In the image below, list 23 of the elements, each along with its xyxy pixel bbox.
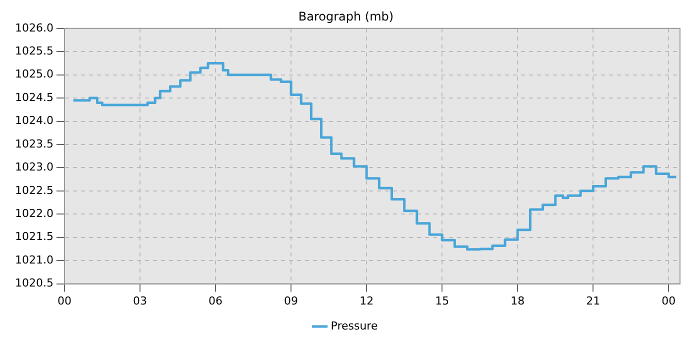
y-tick-label: 1025.5 xyxy=(14,44,54,58)
x-tick-label: 21 xyxy=(586,294,600,308)
x-tick-label: 12 xyxy=(360,294,374,308)
y-tick-label: 1022.5 xyxy=(14,184,54,197)
x-tick-label: 00 xyxy=(662,294,676,308)
legend-label: Pressure xyxy=(330,319,378,332)
y-tick-label: 1023.5 xyxy=(14,137,54,150)
y-tick-label: 1024.5 xyxy=(14,90,54,104)
y-tick-label: 1023.0 xyxy=(14,160,54,174)
y-tick-label: 1024.0 xyxy=(14,114,54,128)
y-tick-label: 1026.0 xyxy=(14,21,54,34)
x-tick-label: 00 xyxy=(57,294,72,308)
y-tick-label: 1025.0 xyxy=(14,68,54,81)
y-tick-label: 1021.5 xyxy=(14,230,54,244)
x-tick-label: 03 xyxy=(133,294,148,308)
x-tick-label: 15 xyxy=(435,294,450,308)
x-tick-label: 06 xyxy=(208,294,223,308)
x-tick-label: 18 xyxy=(510,294,525,308)
y-tick-label: 1022.0 xyxy=(14,207,54,220)
y-tick-label: 1021.0 xyxy=(14,253,54,266)
x-tick-label: 09 xyxy=(284,294,298,308)
y-tick-label: 1020.5 xyxy=(14,276,54,290)
chart-title: Barograph (mb) xyxy=(298,9,394,24)
